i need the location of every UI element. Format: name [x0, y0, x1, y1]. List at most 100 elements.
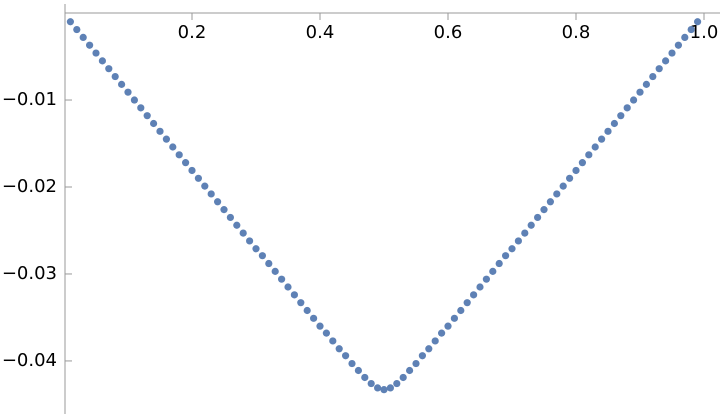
data-point — [201, 182, 209, 190]
data-point — [105, 65, 113, 73]
data-point — [265, 259, 273, 268]
x-tick-label: 0.6 — [434, 22, 463, 43]
data-point — [98, 57, 106, 65]
data-point — [124, 88, 132, 96]
data-point — [335, 345, 343, 353]
data-point — [572, 166, 580, 175]
data-point — [630, 96, 638, 104]
x-tick-label: 0.2 — [178, 22, 207, 43]
data-point — [252, 245, 260, 253]
data-point — [431, 337, 439, 345]
data-point — [278, 275, 286, 283]
data-point — [239, 229, 247, 237]
data-point — [450, 314, 458, 322]
data-point — [476, 283, 484, 291]
data-point — [150, 119, 158, 128]
data-point — [246, 237, 254, 245]
data-point — [354, 366, 362, 375]
data-point — [463, 299, 471, 307]
data-point — [316, 322, 324, 330]
data-point — [617, 112, 625, 120]
data-point — [642, 80, 651, 88]
data-point — [303, 306, 311, 315]
data-point — [66, 18, 74, 26]
data-point — [457, 306, 465, 315]
data-point — [553, 190, 561, 198]
data-point — [623, 104, 631, 112]
data-point — [674, 41, 683, 49]
data-point — [162, 135, 170, 143]
data-point — [482, 275, 490, 283]
data-point — [194, 174, 202, 182]
data-point — [156, 127, 164, 135]
x-tick-label: 1.0 — [690, 22, 719, 43]
data-point — [502, 252, 510, 260]
data-point — [598, 135, 606, 143]
data-point — [399, 373, 407, 382]
data-point — [233, 221, 241, 229]
data-point — [271, 267, 279, 275]
data-point — [655, 65, 663, 73]
data-point — [297, 299, 305, 307]
data-point — [527, 221, 535, 229]
data-point — [214, 198, 222, 206]
data-point — [662, 57, 670, 65]
data-point — [438, 329, 446, 337]
data-point — [182, 159, 190, 167]
data-point — [604, 127, 612, 135]
data-point — [668, 49, 676, 57]
data-point — [649, 72, 657, 81]
data-point — [79, 33, 87, 41]
data-point — [143, 112, 151, 120]
data-point — [348, 359, 356, 368]
data-point — [425, 345, 433, 353]
y-tick-label: −0.02 — [2, 176, 57, 197]
data-point — [367, 379, 375, 388]
y-tick-label: −0.03 — [2, 263, 57, 284]
data-point — [444, 322, 452, 330]
y-tick-label: −0.04 — [2, 350, 57, 371]
data-point — [137, 104, 145, 112]
data-point — [559, 182, 567, 190]
data-point — [188, 166, 196, 175]
data-point — [329, 337, 337, 345]
data-point — [86, 41, 94, 49]
data-point — [534, 213, 542, 222]
data-point — [470, 291, 478, 299]
data-point — [169, 143, 177, 151]
data-point — [92, 49, 100, 57]
data-point — [546, 198, 555, 206]
data-point — [73, 25, 81, 34]
data-point — [636, 88, 644, 96]
data-point — [130, 96, 138, 104]
data-point — [585, 151, 593, 159]
data-point — [175, 151, 183, 159]
data-point — [489, 267, 497, 275]
y-tick-label: −0.01 — [2, 89, 57, 110]
data-point — [310, 314, 318, 322]
data-point — [226, 213, 234, 222]
data-point — [380, 386, 388, 394]
data-point — [220, 206, 228, 214]
data-point — [418, 352, 426, 360]
data-point — [111, 72, 119, 81]
data-point — [694, 18, 702, 26]
data-point — [361, 373, 369, 382]
data-point — [406, 366, 414, 375]
data-point — [591, 143, 599, 151]
data-point — [118, 80, 126, 88]
data-point — [610, 119, 619, 128]
data-point — [540, 206, 548, 214]
data-point — [514, 237, 523, 245]
data-point — [393, 379, 401, 388]
data-point — [386, 384, 394, 392]
data-point — [566, 174, 574, 182]
data-point — [374, 384, 382, 392]
data-point — [342, 352, 350, 360]
data-point — [521, 229, 529, 237]
x-tick-label: 0.8 — [562, 22, 591, 43]
data-point — [412, 359, 420, 368]
data-point — [687, 25, 695, 34]
